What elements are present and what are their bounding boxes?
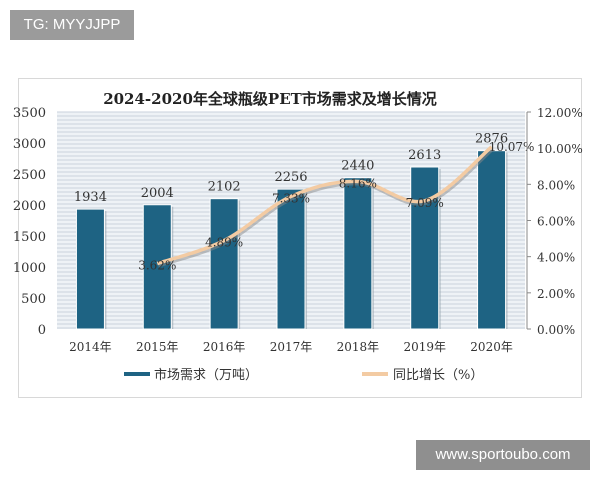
chart-title: 2024-2020年全球瓶级PET市场需求及增长情况 <box>103 90 437 108</box>
watermark-bottom-right: www.sportoubo.com <box>416 440 590 470</box>
y-left-tick-label: 3500 <box>13 106 46 121</box>
y-left-tick-label: 1500 <box>13 230 46 245</box>
y-right-tick-label: 12.00% <box>537 106 583 120</box>
y-left-tick-label: 500 <box>21 292 46 307</box>
line-label: 7.09% <box>406 196 444 210</box>
y-right-tick-label: 4.00% <box>537 251 575 265</box>
legend-bar-label: 市场需求（万吨） <box>154 367 258 383</box>
y-right-tick-label: 10.00% <box>537 142 583 156</box>
y-left-tick-label: 2000 <box>13 199 46 214</box>
y-right-tick-label: 8.00% <box>537 178 575 192</box>
y-left-tick-label: 0 <box>38 323 46 338</box>
line-label: 4.89% <box>205 236 243 250</box>
growth-line <box>156 145 493 266</box>
bar-label: 2004 <box>141 186 174 201</box>
bar-label: 2613 <box>408 148 441 163</box>
bar <box>276 188 306 330</box>
bar-label: 1934 <box>74 190 107 205</box>
x-tick-label: 2016年 <box>203 340 246 354</box>
y-left-tick-label: 3000 <box>13 137 46 152</box>
bar <box>477 150 507 330</box>
bar <box>142 204 172 330</box>
x-tick-label: 2020年 <box>470 340 513 354</box>
legend-line-label: 同比增长（%） <box>393 368 483 383</box>
bar <box>75 208 105 330</box>
legend-line-swatch <box>362 372 388 376</box>
y-left-tick-label: 1000 <box>13 261 46 276</box>
y-right-tick-label: 6.00% <box>537 215 575 229</box>
x-tick-label: 2018年 <box>337 340 380 354</box>
y-right-tick-label: 2.00% <box>537 287 575 301</box>
line-label: 3.62% <box>138 259 176 273</box>
x-tick-label: 2017年 <box>270 340 313 354</box>
y-right-tick-label: 0.00% <box>537 323 575 337</box>
line-label: 7.33% <box>272 191 310 205</box>
bar-label: 2440 <box>341 159 374 174</box>
bar-label: 2102 <box>208 180 241 195</box>
bar <box>209 198 239 330</box>
bar-label: 2876 <box>475 132 508 147</box>
legend-bar-swatch <box>124 372 150 376</box>
x-tick-label: 2019年 <box>403 340 446 354</box>
line-shadow <box>157 147 494 268</box>
line-label: 10.07% <box>489 140 535 154</box>
bar <box>343 177 373 330</box>
line-label: 8.16% <box>339 176 377 190</box>
watermark-top-left: TG: MYYJJPP <box>10 10 134 40</box>
y-left-tick-label: 2500 <box>13 168 46 183</box>
x-tick-label: 2014年 <box>69 340 112 354</box>
bar <box>410 166 440 330</box>
x-tick-label: 2015年 <box>136 340 179 354</box>
bar-label: 2256 <box>274 170 307 185</box>
